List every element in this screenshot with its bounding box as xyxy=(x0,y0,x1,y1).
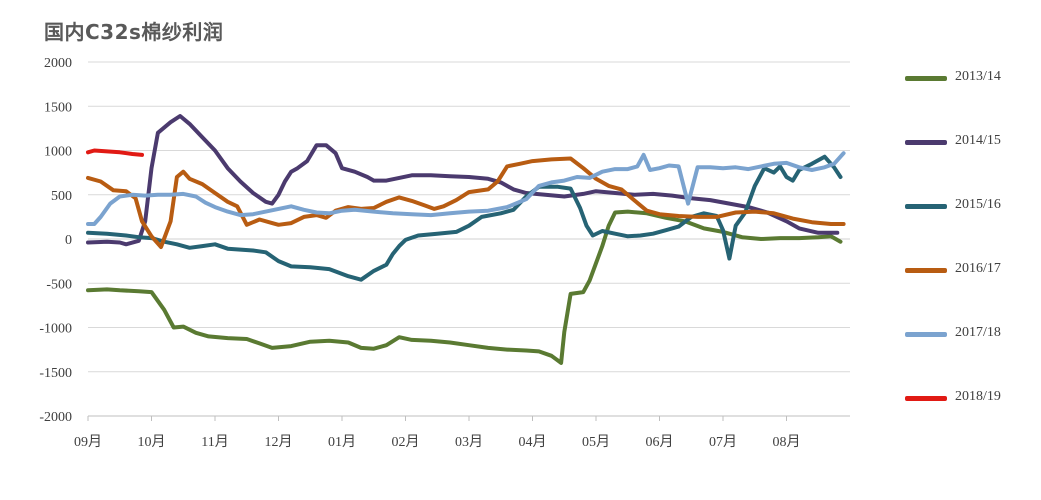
chart-title: 国内C32s棉纱利润 xyxy=(44,20,224,44)
y-tick-label: -2000 xyxy=(39,410,72,425)
series-line-2016-17 xyxy=(86,156,846,249)
x-axis-ticks: 09月 10月 11月 12月 01月 02月 03月 04月 05月 06月 07月 08月 xyxy=(74,416,801,450)
legend-swatch xyxy=(905,396,947,401)
y-tick-label: -500 xyxy=(46,277,72,292)
legend-label: 2018/19 xyxy=(955,389,1001,404)
legend-swatch xyxy=(905,268,947,273)
legend-item: 2014/15 xyxy=(905,132,1035,152)
legend-swatch xyxy=(905,332,947,337)
legend-label: 2013/14 xyxy=(955,69,1001,84)
series-line-2017-18 xyxy=(86,151,846,226)
x-tick-label: 01月 xyxy=(328,434,356,450)
legend-swatch xyxy=(905,76,947,81)
x-tick-label: 12月 xyxy=(265,434,293,450)
legend-item: 2015/16 xyxy=(905,196,1035,216)
y-axis-ticks: 2000 1500 1000 500 0 -500 -1000 -1500 -2000 xyxy=(39,56,72,425)
legend-item: 2017/18 xyxy=(905,324,1035,344)
series-lines xyxy=(86,114,846,365)
y-tick-label: 1500 xyxy=(44,100,72,115)
legend-swatch xyxy=(905,140,947,145)
y-tick-label: -1000 xyxy=(39,322,72,337)
x-tick-label: 03月 xyxy=(455,434,483,450)
x-tick-label: 05月 xyxy=(582,434,610,450)
legend-label: 2014/15 xyxy=(955,133,1001,148)
x-tick-label: 07月 xyxy=(709,434,737,450)
legend-label: 2015/16 xyxy=(955,197,1001,212)
legend-item: 2016/17 xyxy=(905,260,1035,280)
legend-swatch xyxy=(905,204,947,209)
y-tick-label: 0 xyxy=(65,233,72,248)
y-tick-label: 2000 xyxy=(44,56,72,71)
legend-item: 2018/19 xyxy=(905,388,1035,408)
x-tick-label: 09月 xyxy=(74,434,102,450)
y-tick-label: 500 xyxy=(51,189,72,204)
y-tick-label: 1000 xyxy=(44,145,72,160)
gridlines xyxy=(88,61,850,417)
y-tick-label: -1500 xyxy=(39,366,72,381)
x-tick-label: 11月 xyxy=(201,434,228,450)
legend-item: 2013/14 xyxy=(905,68,1035,88)
series-line-2014-15 xyxy=(86,114,840,247)
x-tick-label: 08月 xyxy=(773,434,801,450)
x-tick-label: 02月 xyxy=(392,434,420,450)
x-tick-label: 04月 xyxy=(519,434,547,450)
x-tick-label: 10月 xyxy=(138,434,166,450)
legend-label: 2017/18 xyxy=(955,325,1001,340)
series-line-2013-14 xyxy=(86,209,843,365)
series-line-2018-19 xyxy=(86,148,144,157)
legend-label: 2016/17 xyxy=(955,261,1001,276)
x-tick-label: 06月 xyxy=(646,434,674,450)
